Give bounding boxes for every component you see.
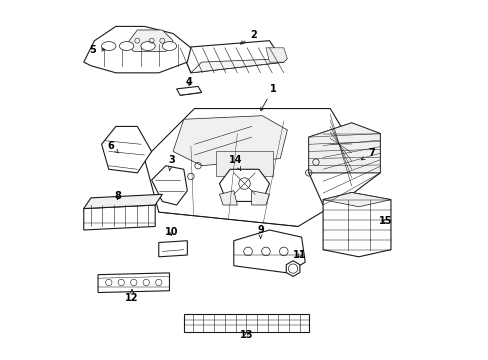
Text: 4: 4: [185, 77, 192, 87]
Text: 7: 7: [361, 148, 374, 160]
Ellipse shape: [119, 41, 134, 50]
Text: 10: 10: [164, 227, 178, 237]
Polygon shape: [285, 261, 299, 276]
Polygon shape: [83, 194, 162, 208]
Text: 13: 13: [239, 330, 252, 341]
Polygon shape: [83, 26, 190, 73]
Polygon shape: [151, 166, 187, 205]
Polygon shape: [251, 191, 269, 205]
Polygon shape: [176, 86, 201, 95]
Polygon shape: [323, 193, 390, 207]
Text: 3: 3: [167, 156, 174, 171]
Text: 2: 2: [240, 30, 256, 44]
Polygon shape: [98, 273, 169, 293]
Ellipse shape: [102, 41, 116, 50]
Text: 15: 15: [378, 216, 391, 226]
Text: 8: 8: [114, 191, 121, 201]
Polygon shape: [102, 126, 151, 173]
Polygon shape: [173, 116, 287, 166]
Polygon shape: [219, 169, 269, 202]
Text: 11: 11: [292, 250, 306, 260]
Polygon shape: [190, 59, 287, 73]
Text: 6: 6: [107, 141, 119, 153]
Text: 9: 9: [257, 225, 264, 238]
Polygon shape: [183, 314, 308, 332]
Polygon shape: [180, 41, 283, 73]
Polygon shape: [144, 109, 351, 226]
Polygon shape: [233, 230, 305, 273]
Polygon shape: [308, 123, 380, 205]
Text: 1: 1: [260, 84, 276, 111]
Polygon shape: [159, 241, 187, 257]
Polygon shape: [83, 205, 155, 230]
Ellipse shape: [141, 41, 155, 50]
Text: 14: 14: [228, 156, 242, 171]
Text: 12: 12: [125, 290, 139, 303]
Polygon shape: [126, 30, 173, 51]
Polygon shape: [219, 191, 237, 205]
Polygon shape: [216, 152, 272, 176]
Text: 5: 5: [89, 45, 105, 55]
Ellipse shape: [162, 41, 176, 50]
Polygon shape: [265, 48, 287, 62]
Polygon shape: [323, 193, 390, 257]
Polygon shape: [308, 123, 380, 173]
